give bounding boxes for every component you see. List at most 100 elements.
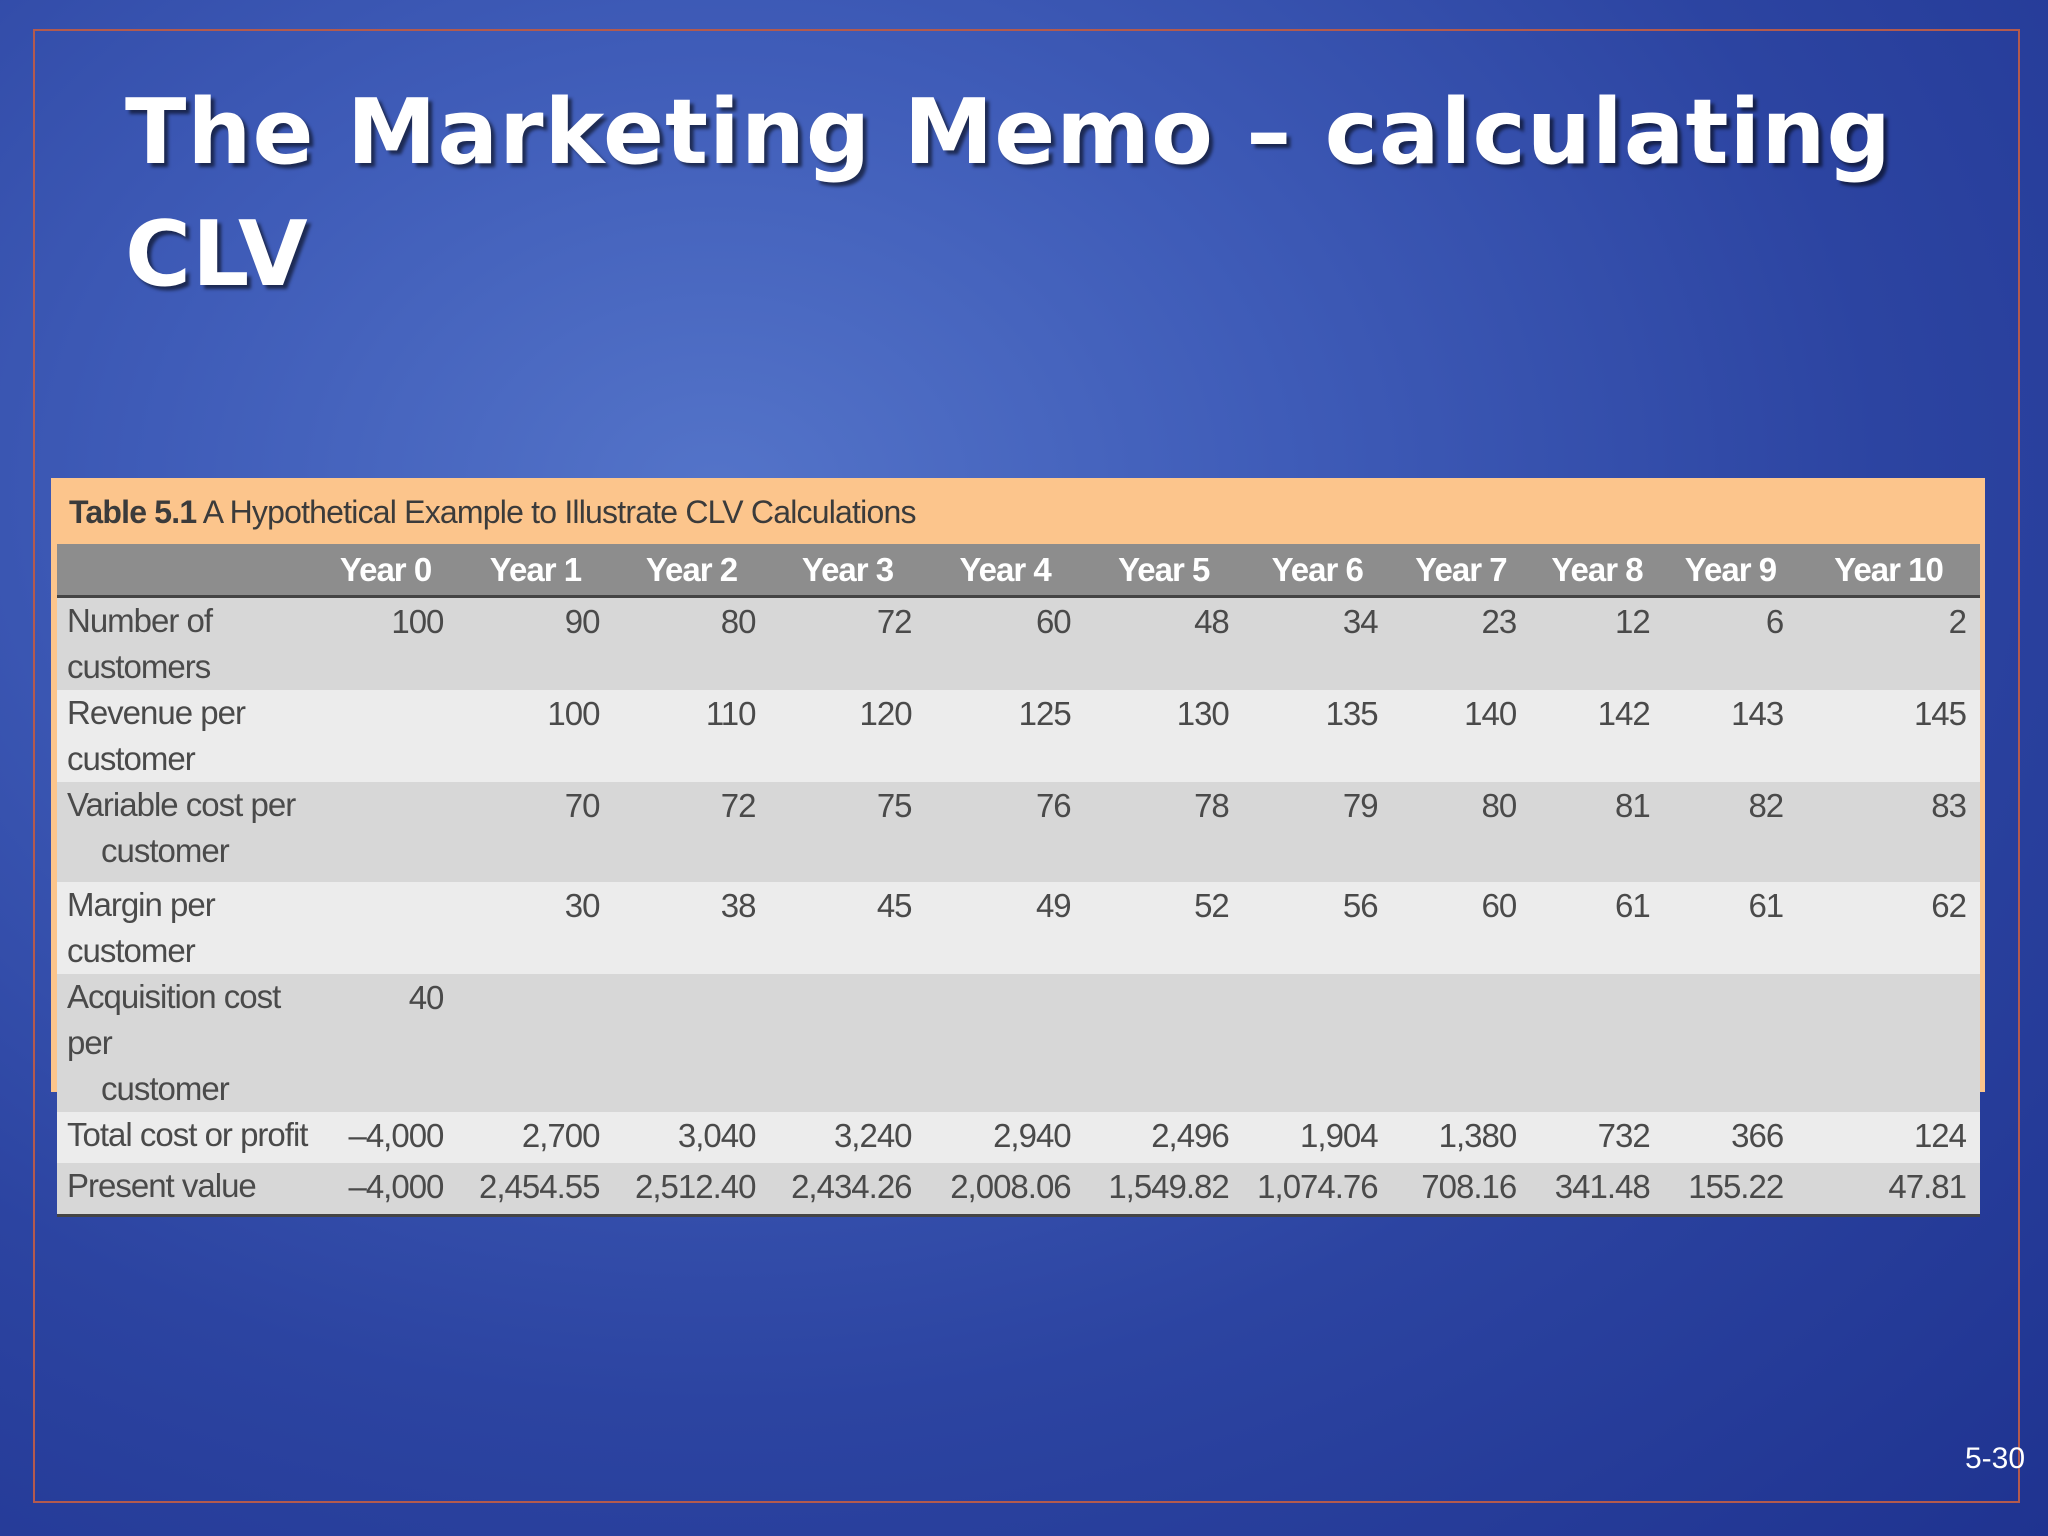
header-cell: Year 8 [1530, 544, 1664, 598]
table-cell: 145 [1797, 690, 1980, 782]
table-cell: 135 [1242, 690, 1392, 782]
table-cell: 70 [457, 782, 614, 882]
table-cell: 125 [925, 690, 1085, 782]
header-cell: Year 1 [457, 544, 614, 598]
table-cell: 155.22 [1663, 1163, 1798, 1217]
table-cell: 60 [1391, 882, 1531, 974]
table-cell [313, 882, 458, 974]
table-cell: 110 [613, 690, 770, 782]
table-cell: 79 [1242, 782, 1392, 882]
table-cell: 82 [1663, 782, 1798, 882]
row-label: Total cost or profit [57, 1112, 314, 1163]
row-label-line2: customer [101, 832, 230, 869]
table-cell: 2,700 [457, 1112, 614, 1163]
table-cell: 61 [1530, 882, 1664, 974]
header-cell: Year 5 [1084, 544, 1243, 598]
table-cell: 140 [1391, 690, 1531, 782]
row-label: Variable cost per customer [57, 782, 314, 882]
table-cell [1797, 974, 1980, 1112]
table-caption-number: Table 5.1 [69, 494, 197, 530]
table-cell: 2,512.40 [613, 1163, 770, 1217]
table-cell: 100 [313, 596, 458, 690]
table-cell: 124 [1797, 1112, 1980, 1163]
table-cell: 2,496 [1084, 1112, 1243, 1163]
table-cell: 90 [457, 596, 614, 690]
row-label: Margin per customer [57, 882, 314, 974]
table-cell: 48 [1084, 596, 1243, 690]
table-cell [313, 782, 458, 882]
header-cell: Year 2 [613, 544, 770, 598]
slide-title: The Marketing Memo – calculating CLV [125, 80, 1892, 307]
table-cell: 80 [613, 596, 770, 690]
table-cell: 708.16 [1391, 1163, 1531, 1217]
table-row: Variable cost per customer 70 72 75 76 78… [57, 782, 1980, 882]
row-label-line1: Acquisition cost per [67, 978, 281, 1061]
table-cell: 2,940 [925, 1112, 1085, 1163]
table-caption: Table 5.1 A Hypothetical Example to Illu… [69, 494, 916, 531]
table-cell: 142 [1530, 690, 1664, 782]
table-cell: 120 [769, 690, 926, 782]
table-cell: 1,904 [1242, 1112, 1392, 1163]
table-row: Total cost or profit –4,000 2,700 3,040 … [57, 1112, 1980, 1163]
table-cell: 12 [1530, 596, 1664, 690]
table-cell [1242, 974, 1392, 1112]
table-cell: 81 [1530, 782, 1664, 882]
table-cell [925, 974, 1085, 1112]
table-cell: 38 [613, 882, 770, 974]
header-cell: Year 10 [1797, 544, 1980, 598]
table-cell: 61 [1663, 882, 1798, 974]
table-cell: 2 [1797, 596, 1980, 690]
table-cell: 34 [1242, 596, 1392, 690]
table-cell: 1,074.76 [1242, 1163, 1392, 1217]
row-label: Acquisition cost per customer [57, 974, 314, 1112]
table-cell [769, 974, 926, 1112]
table-cell: 1,549.82 [1084, 1163, 1243, 1217]
table-cell: 6 [1663, 596, 1798, 690]
slide-frame [33, 29, 2020, 1503]
slide-number: 5-30 [1964, 1442, 2025, 1475]
table-cell: 2,454.55 [457, 1163, 614, 1217]
table-cell: 341.48 [1530, 1163, 1664, 1217]
table-cell: 130 [1084, 690, 1243, 782]
table-cell [1084, 974, 1243, 1112]
table-cell [1663, 974, 1798, 1112]
table-cell: 75 [769, 782, 926, 882]
row-label: Revenue per customer [57, 690, 314, 782]
table-cell: 80 [1391, 782, 1531, 882]
row-label: Present value [57, 1163, 314, 1217]
table-cell: 3,240 [769, 1112, 926, 1163]
table-cell: 72 [613, 782, 770, 882]
table-cell: 47.81 [1797, 1163, 1980, 1217]
table-cell [613, 974, 770, 1112]
table-cell [457, 974, 614, 1112]
header-cell: Year 6 [1242, 544, 1392, 598]
header-cell: Year 7 [1391, 544, 1531, 598]
clv-table: Year 0 Year 1 Year 2 Year 3 Year 4 Year … [57, 544, 1980, 1217]
table-cell: 49 [925, 882, 1085, 974]
table-cell: 1,380 [1391, 1112, 1531, 1163]
table-row: Acquisition cost per customer 40 [57, 974, 1980, 1112]
table-cell: 52 [1084, 882, 1243, 974]
table-cell: 72 [769, 596, 926, 690]
table-cell: 45 [769, 882, 926, 974]
table-cell: 60 [925, 596, 1085, 690]
table-panel: Table 5.1 A Hypothetical Example to Illu… [51, 478, 1985, 1217]
header-cell: Year 9 [1663, 544, 1798, 598]
table-cell: 30 [457, 882, 614, 974]
table-cell: 100 [457, 690, 614, 782]
table-cell: –4,000 [313, 1112, 458, 1163]
table-cell: 732 [1530, 1112, 1664, 1163]
table-cell: 3,040 [613, 1112, 770, 1163]
row-label-line1: Variable cost per [67, 786, 296, 823]
table-cell: 76 [925, 782, 1085, 882]
table-cell: 78 [1084, 782, 1243, 882]
table-cell: 23 [1391, 596, 1531, 690]
table-cell: –4,000 [313, 1163, 458, 1217]
table-cell: 56 [1242, 882, 1392, 974]
table-row: Number of customers 100 90 80 72 60 48 3… [57, 596, 1980, 690]
row-label: Number of customers [57, 596, 314, 690]
table-row: Revenue per customer 100 110 120 125 130… [57, 690, 1980, 782]
table-cell: 62 [1797, 882, 1980, 974]
table-cell [1391, 974, 1531, 1112]
table-cell [313, 690, 458, 782]
